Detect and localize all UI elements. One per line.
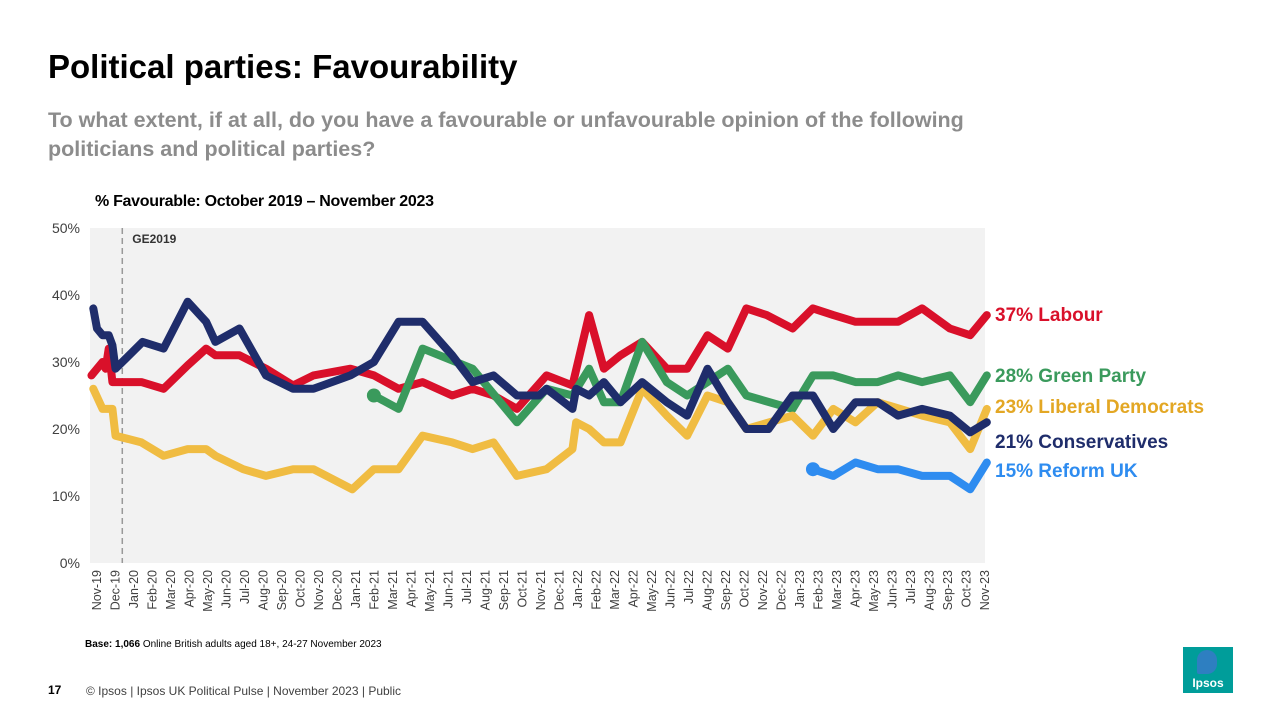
x-tick-label: Jan-21 xyxy=(349,570,363,608)
end-label-labour: 37% Labour xyxy=(995,305,1103,326)
x-tick-label: Jan-20 xyxy=(127,570,141,608)
x-tick-label: Mar-22 xyxy=(608,570,622,610)
x-tick-label: Sep-21 xyxy=(497,570,511,610)
x-tick-label: Jun-20 xyxy=(220,570,234,608)
x-tick-label: May-23 xyxy=(867,570,881,612)
end-label-green-party: 28% Green Party xyxy=(995,366,1147,387)
page-subtitle: To what extent, if at all, do you have a… xyxy=(48,108,964,161)
x-tick-label: Oct-23 xyxy=(960,570,974,608)
base-note: Base: 1,066 Online British adults aged 1… xyxy=(85,639,382,650)
chart-title: % Favourable: October 2019 – November 20… xyxy=(95,193,434,210)
end-label-reform-uk: 15% Reform UK xyxy=(995,461,1138,482)
series-line-liberal-democrats xyxy=(89,384,991,494)
x-tick-label: May-21 xyxy=(423,570,437,612)
x-tick-label: Jan-23 xyxy=(793,570,807,608)
x-tick-label: Mar-21 xyxy=(386,570,400,610)
y-tick-label: 50% xyxy=(52,220,80,236)
x-tick-label: Aug-20 xyxy=(257,570,271,610)
ge2019-annotation: GE2019 xyxy=(132,232,176,246)
x-tick-label: Sep-23 xyxy=(941,570,955,610)
x-tick-label: May-22 xyxy=(645,570,659,612)
y-tick-label: 0% xyxy=(60,555,80,571)
x-tick-label: Aug-21 xyxy=(479,570,493,610)
page-title: Political parties: Favourability xyxy=(48,48,518,85)
x-tick-label: Feb-22 xyxy=(590,570,604,610)
x-tick-label: Nov-22 xyxy=(756,570,770,610)
x-tick-label: Dec-20 xyxy=(331,570,345,610)
x-tick-label: Dec-21 xyxy=(553,570,567,610)
x-tick-label: Jun-21 xyxy=(442,570,456,608)
x-tick-label: May-20 xyxy=(201,570,215,612)
x-tick-label: Feb-20 xyxy=(146,570,160,610)
x-tick-label: Nov-19 xyxy=(90,570,104,610)
logo-text: Ipsos xyxy=(1192,676,1224,690)
x-tick-label: Aug-22 xyxy=(701,570,715,610)
x-tick-label: Apr-20 xyxy=(183,570,197,608)
x-tick-label: Mar-20 xyxy=(164,570,178,610)
x-tick-label: Jul-22 xyxy=(682,570,696,604)
x-tick-label: Jul-20 xyxy=(238,570,252,604)
y-tick-label: 40% xyxy=(52,287,80,303)
x-tick-label: Apr-22 xyxy=(627,570,641,608)
x-tick-label: Apr-21 xyxy=(405,570,419,608)
y-tick-label: 20% xyxy=(52,421,80,437)
base-note-bold: Base: 1,066 xyxy=(85,639,141,650)
x-tick-label: Nov-23 xyxy=(978,570,992,610)
x-tick-label: Sep-22 xyxy=(719,570,733,610)
x-tick-label: Oct-21 xyxy=(516,570,530,608)
y-tick-label: 10% xyxy=(52,488,80,504)
logo-mark-icon xyxy=(1197,650,1217,674)
ipsos-logo: Ipsos xyxy=(1183,647,1233,693)
x-tick-label: Nov-20 xyxy=(312,570,326,610)
x-tick-label: Mar-23 xyxy=(830,570,844,610)
page-number: 17 xyxy=(48,683,62,697)
x-tick-label: Aug-23 xyxy=(923,570,937,610)
x-tick-label: Jul-23 xyxy=(904,570,918,604)
x-tick-label: Jan-22 xyxy=(571,570,585,608)
end-label-liberal-democrats: 23% Liberal Democrats xyxy=(995,397,1205,418)
x-tick-label: Jul-21 xyxy=(460,570,474,604)
x-tick-label: Sep-20 xyxy=(275,570,289,610)
x-tick-label: Dec-19 xyxy=(109,570,123,610)
x-tick-label: Oct-20 xyxy=(294,570,308,608)
x-tick-label: Feb-23 xyxy=(812,570,826,610)
end-label-conservatives: 21% Conservatives xyxy=(995,432,1169,453)
x-tick-label: Jun-23 xyxy=(886,570,900,608)
x-tick-label: Dec-22 xyxy=(775,570,789,610)
y-tick-label: 30% xyxy=(52,354,80,370)
x-tick-label: Apr-23 xyxy=(849,570,863,608)
x-tick-label: Nov-21 xyxy=(534,570,548,610)
x-tick-label: Feb-21 xyxy=(368,570,382,610)
base-note-text: Online British adults aged 18+, 24-27 No… xyxy=(140,639,382,650)
x-tick-label: Oct-22 xyxy=(738,570,752,608)
x-tick-label: Jun-22 xyxy=(664,570,678,608)
footer-text: © Ipsos | Ipsos UK Political Pulse | Nov… xyxy=(86,684,401,698)
